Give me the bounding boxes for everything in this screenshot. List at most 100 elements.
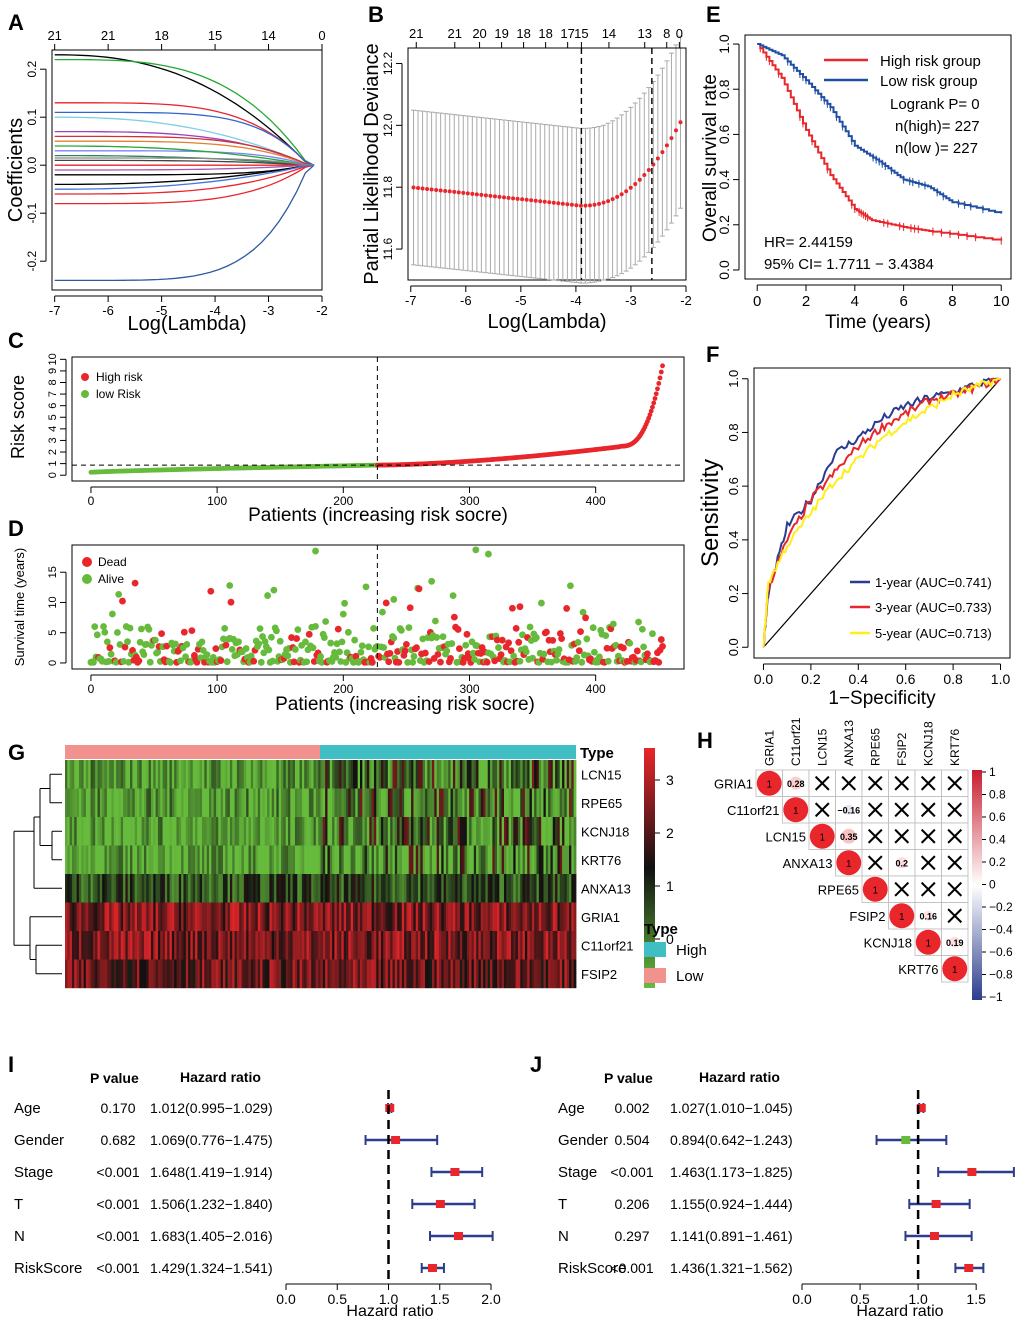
heat-cell — [148, 845, 152, 875]
heat-cell — [287, 874, 291, 903]
col-label: ANXA13 — [842, 720, 856, 766]
panel-letter-j: J — [530, 1052, 542, 1077]
heat-cell — [292, 902, 296, 932]
y-tick-label: 0.6 — [726, 477, 741, 495]
heat-cell — [195, 788, 198, 818]
heat-cell — [513, 931, 517, 960]
heat-cell — [239, 817, 242, 846]
heat-cell — [425, 788, 428, 818]
heat-cell — [102, 845, 105, 875]
corr-cell — [914, 822, 942, 850]
heat-cell — [269, 874, 273, 903]
heat-cell — [448, 788, 451, 818]
heat-cell — [536, 959, 540, 989]
heat-cell — [501, 959, 505, 989]
heat-cell — [294, 788, 298, 818]
heat-cell — [132, 931, 136, 960]
heat-cell — [429, 931, 433, 960]
heat-cell — [225, 902, 228, 932]
heat-cell — [455, 760, 458, 789]
legend-label-dead: Dead — [98, 555, 127, 569]
heat-cell — [74, 902, 78, 932]
alive-point — [341, 599, 348, 607]
y-tick-label: 0.2 — [25, 61, 39, 78]
alive-point — [264, 592, 271, 599]
heat-cell — [322, 760, 326, 789]
heat-cell — [190, 959, 194, 989]
alive-point — [596, 653, 603, 661]
heat-cell — [113, 931, 117, 960]
heat-cell — [462, 760, 465, 789]
heat-cell — [220, 760, 224, 789]
heat-cell — [188, 760, 191, 789]
coefficient-path — [54, 164, 315, 186]
heat-cell — [346, 959, 349, 989]
heat-cell — [248, 959, 252, 989]
heat-cell — [531, 760, 535, 789]
heat-cell — [257, 760, 261, 789]
heat-cell — [346, 788, 349, 818]
heat-cell — [255, 959, 259, 989]
forest-pvalue: <0.001 — [610, 1164, 653, 1180]
corr-circle — [896, 857, 908, 869]
nonsignificant-cross — [814, 802, 830, 818]
heat-cell — [141, 845, 145, 875]
heat-cell — [490, 931, 493, 960]
heat-cell — [404, 902, 407, 932]
heat-cell — [385, 845, 389, 875]
heat-cell — [420, 902, 424, 932]
heat-cell — [541, 845, 544, 875]
alive-point — [638, 625, 646, 633]
nonsignificant-cross — [920, 855, 936, 871]
heat-cell — [109, 845, 112, 875]
heat-cell — [376, 959, 379, 989]
heat-cell — [287, 760, 291, 789]
heat-cell — [487, 760, 491, 789]
heat-cell — [557, 959, 561, 989]
alive-point — [309, 644, 317, 652]
heat-cell — [480, 874, 484, 903]
legend-title-type: Type — [644, 921, 678, 938]
deviance-point — [502, 195, 507, 200]
dead-point — [352, 652, 360, 660]
heat-cell — [195, 817, 198, 846]
heat-cell — [422, 817, 426, 846]
heat-cell — [469, 817, 472, 846]
heat-cell — [404, 788, 407, 818]
heat-cell — [104, 902, 108, 932]
heat-cell — [510, 788, 514, 818]
heat-cell — [364, 959, 368, 989]
panel-a: A -7 -6 -5 -4 -3 -2 -0.2-0.10.00.10.2 21 21 18 1… — [5, 10, 328, 335]
heat-cell — [322, 817, 326, 846]
cv-deviance-points — [411, 35, 683, 284]
heat-cell — [301, 760, 305, 789]
dead-point — [425, 658, 433, 665]
heat-cell — [65, 760, 68, 789]
heat-cell — [192, 931, 196, 960]
heat-cell — [476, 760, 479, 789]
heat-cell — [83, 902, 87, 932]
heat-cell — [555, 788, 558, 818]
heat-cell — [199, 874, 203, 903]
heat-cell — [299, 845, 303, 875]
deviance-point — [574, 203, 579, 208]
heat-cell — [150, 845, 154, 875]
heat-cell — [559, 959, 563, 989]
heat-cell — [353, 902, 356, 932]
heat-cell — [483, 760, 486, 789]
heat-cell — [204, 874, 208, 903]
alive-point — [320, 634, 328, 641]
heat-cell — [425, 817, 428, 846]
heat-cell — [322, 845, 326, 875]
heat-cell — [197, 817, 201, 846]
y-axis-f: 0.00.20.40.60.81.0 — [726, 370, 749, 656]
dead-point — [386, 649, 394, 657]
heat-cell — [552, 845, 556, 875]
heat-cell — [285, 845, 289, 875]
heat-cell — [183, 874, 187, 903]
heat-cell — [274, 874, 277, 903]
corr-value-label: 0.2 — [895, 858, 908, 868]
panel-letter-i: I — [8, 1052, 14, 1077]
heat-cell — [278, 931, 282, 960]
